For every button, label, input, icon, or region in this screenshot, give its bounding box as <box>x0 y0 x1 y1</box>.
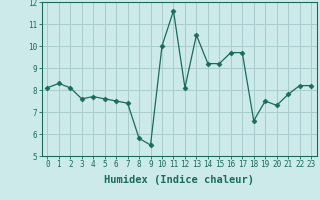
X-axis label: Humidex (Indice chaleur): Humidex (Indice chaleur) <box>104 175 254 185</box>
